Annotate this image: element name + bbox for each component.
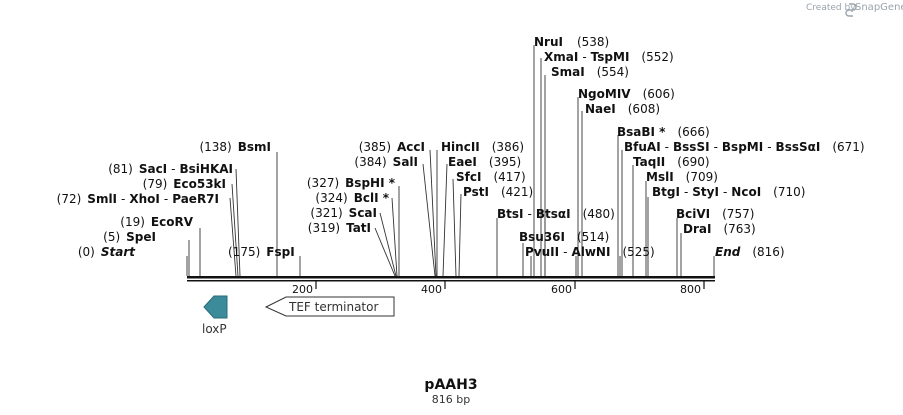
site-bfuai[interactable]: BfuAI - BssSI - BspMI - BssSαI (671)	[624, 140, 865, 154]
site-saci[interactable]: (81) SacI - BsiHKAI	[108, 162, 233, 176]
loxp-label: loxP	[202, 322, 227, 336]
site-naei[interactable]: NaeI (608)	[585, 102, 660, 116]
site-drai[interactable]: DraI (763)	[683, 222, 756, 236]
site-hincii[interactable]: HincII (386)	[441, 140, 524, 154]
site-bsmi[interactable]: (138) BsmI	[199, 140, 271, 154]
site-sali[interactable]: (384) SalI	[354, 155, 418, 169]
tef-terminator-arrow[interactable]	[264, 296, 395, 317]
axis-tick-400: 400	[421, 283, 442, 296]
site-psti[interactable]: PstI (421)	[463, 185, 533, 199]
site-btsi[interactable]: BtsI - BtsαI (480)	[497, 207, 615, 221]
backbone-top-strand	[187, 276, 715, 279]
loxp-feature-arrow[interactable]	[203, 295, 228, 319]
site-smai[interactable]: SmaI (554)	[551, 65, 629, 79]
site-nrui[interactable]: NruI (538)	[534, 35, 609, 49]
site-pvuii[interactable]: PvuII - AlwNI (525)	[525, 245, 655, 259]
site-sfci[interactable]: SfcI (417)	[456, 170, 526, 184]
plasmid-length: 816 bp	[432, 393, 470, 406]
site-ecorv[interactable]: (19) EcoRV	[120, 215, 193, 229]
site-eco53ki[interactable]: (79) Eco53kI	[143, 177, 226, 191]
credit-text: Created by	[806, 3, 856, 13]
site-end[interactable]: End (816)	[715, 245, 785, 259]
axis-ticks	[315, 281, 705, 289]
site-msli[interactable]: MslI (709)	[646, 170, 718, 184]
site-bsabi[interactable]: BsaBI * (666)	[617, 125, 710, 139]
site-bcivi[interactable]: BciVI (757)	[676, 207, 754, 221]
axis-tick-600: 600	[551, 283, 572, 296]
site-xmai[interactable]: XmaI - TspMI (552)	[544, 50, 674, 64]
site-scai[interactable]: (321) ScaI	[310, 206, 377, 220]
site-start[interactable]: (0) Start	[78, 245, 136, 259]
site-acci[interactable]: (385) AccI	[359, 140, 425, 154]
site-bcli[interactable]: (324) BclI *	[315, 191, 389, 205]
axis-tick-200: 200	[292, 283, 313, 296]
axis-tick-800: 800	[680, 283, 701, 296]
site-smli[interactable]: (72) SmlI - XhoI - PaeR7I	[57, 192, 219, 206]
plasmid-title: pAAH3	[424, 377, 477, 393]
site-bsu36i[interactable]: Bsu36I (514)	[519, 230, 609, 244]
site-spei[interactable]: (5) SpeI	[103, 230, 156, 244]
site-fspi[interactable]: (175) FspI	[228, 245, 295, 259]
site-tati[interactable]: (319) TatI	[308, 221, 371, 235]
snapgene-logo-icon	[845, 3, 857, 17]
credit-brand: SnapGene	[855, 2, 903, 13]
site-ngomiv[interactable]: NgoMIV (606)	[578, 87, 675, 101]
site-eaei[interactable]: EaeI (395)	[448, 155, 521, 169]
backbone-bottom-strand	[187, 280, 715, 282]
site-leader-lines	[186, 45, 715, 277]
site-taqii[interactable]: TaqII (690)	[633, 155, 710, 169]
tef-terminator-label: TEF terminator	[288, 300, 378, 314]
site-btgi[interactable]: BtgI - StyI - NcoI (710)	[652, 185, 805, 199]
site-bsphi[interactable]: (327) BspHI *	[307, 176, 396, 190]
